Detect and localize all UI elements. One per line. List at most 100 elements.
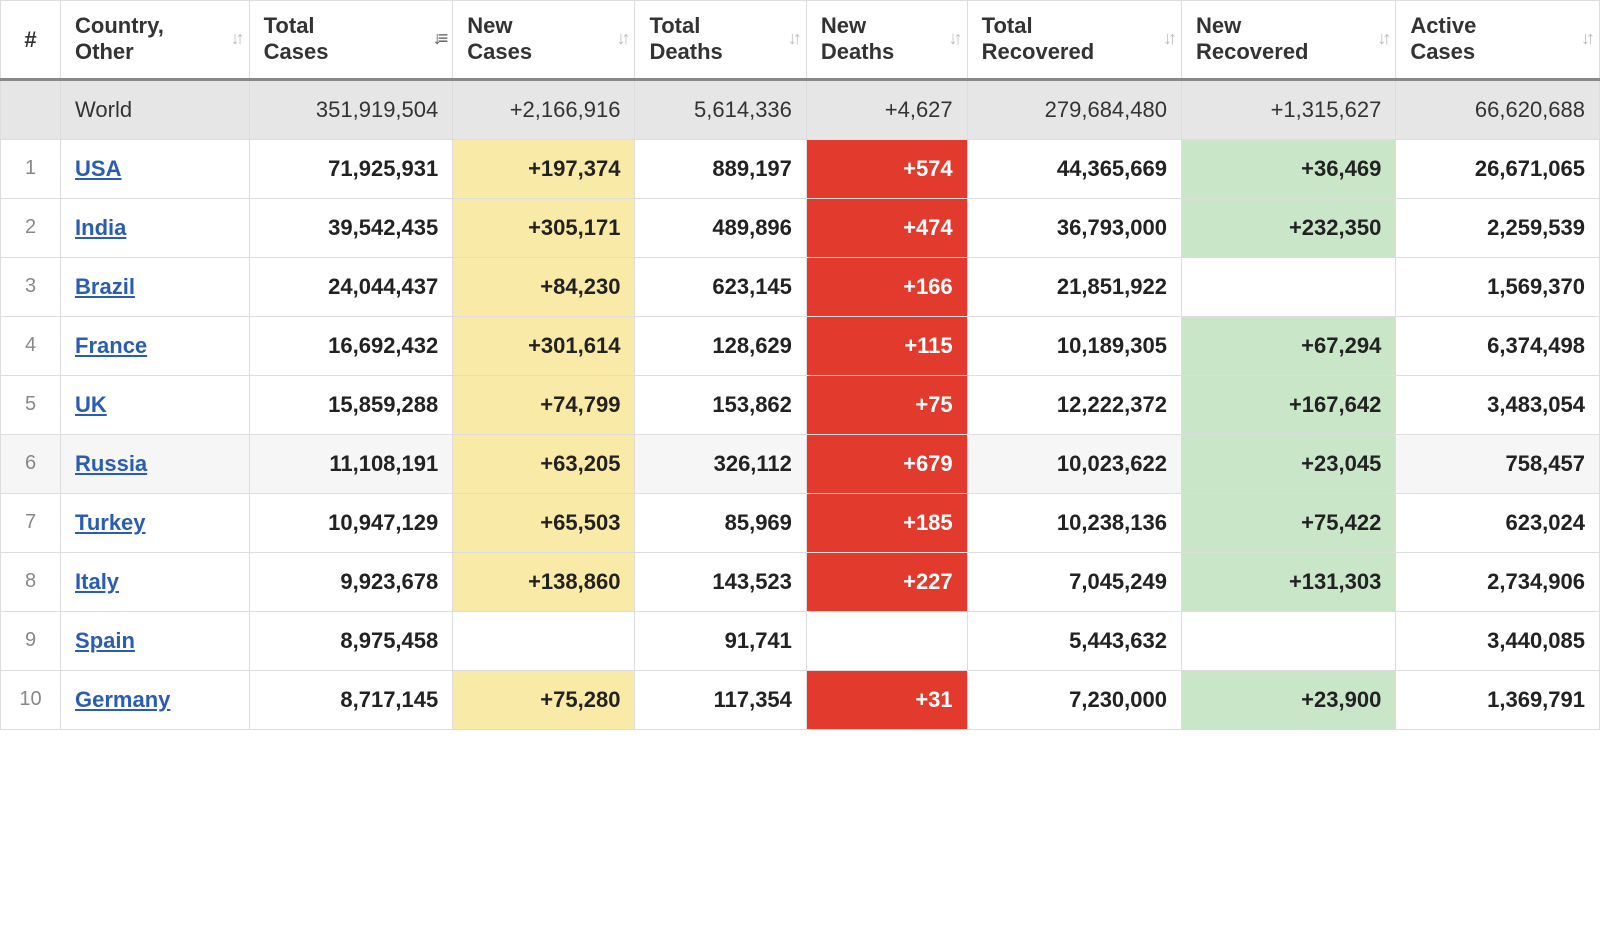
table-row: 6Russia11,108,191+63,205326,112+67910,02… bbox=[1, 434, 1600, 493]
sort-desc-icon: ↓≡ bbox=[433, 29, 445, 51]
column-header-new_deaths[interactable]: NewDeaths ↓↑ bbox=[806, 1, 967, 80]
table-header-row: #Country,Other↓↑TotalCases↓≡NewCases↓↑To… bbox=[1, 1, 1600, 80]
country-link[interactable]: France bbox=[75, 333, 147, 358]
column-header-label: Country,Other bbox=[75, 13, 164, 66]
cell-new_cases: +197,374 bbox=[453, 139, 635, 198]
cell-new_recovered: +23,045 bbox=[1181, 434, 1395, 493]
country-link[interactable]: Spain bbox=[75, 628, 135, 653]
cell-new_recovered bbox=[1181, 611, 1395, 670]
country-link[interactable]: UK bbox=[75, 392, 107, 417]
cell-new_deaths: +115 bbox=[806, 316, 967, 375]
world-summary-row: World351,919,504+2,166,9165,614,336+4,62… bbox=[1, 79, 1600, 139]
cell-active_cases: 1,569,370 bbox=[1396, 257, 1600, 316]
cell-new_recovered: +36,469 bbox=[1181, 139, 1395, 198]
column-header-label: NewRecovered bbox=[1196, 13, 1309, 66]
cell-active_cases: 26,671,065 bbox=[1396, 139, 1600, 198]
cell-total_deaths: 326,112 bbox=[635, 434, 806, 493]
column-header-label: TotalRecovered bbox=[982, 13, 1095, 66]
cell-new_cases bbox=[453, 611, 635, 670]
cell-new_cases: +84,230 bbox=[453, 257, 635, 316]
cell-rank: 6 bbox=[1, 434, 61, 493]
country-link[interactable]: Russia bbox=[75, 451, 147, 476]
table-row: 7Turkey10,947,129+65,50385,969+18510,238… bbox=[1, 493, 1600, 552]
cell-total_recovered: 10,238,136 bbox=[967, 493, 1181, 552]
cell-country: India bbox=[61, 198, 250, 257]
country-link[interactable]: Turkey bbox=[75, 510, 146, 535]
sort-icon: ↓↑ bbox=[1581, 29, 1591, 51]
table-row: 5UK15,859,288+74,799153,862+7512,222,372… bbox=[1, 375, 1600, 434]
cell-total_recovered: 21,851,922 bbox=[967, 257, 1181, 316]
cell-active_cases: 623,024 bbox=[1396, 493, 1600, 552]
cell-total_deaths: 128,629 bbox=[635, 316, 806, 375]
country-link[interactable]: USA bbox=[75, 156, 121, 181]
cell-country: UK bbox=[61, 375, 250, 434]
column-header-new_recovered[interactable]: NewRecovered↓↑ bbox=[1181, 1, 1395, 80]
cell-total_cases: 24,044,437 bbox=[249, 257, 453, 316]
column-header-active_cases[interactable]: ActiveCases↓↑ bbox=[1396, 1, 1600, 80]
sort-icon: ↓↑ bbox=[949, 29, 959, 51]
cell-new_recovered: +23,900 bbox=[1181, 670, 1395, 729]
cell-new_recovered: +167,642 bbox=[1181, 375, 1395, 434]
cell-new_deaths: +574 bbox=[806, 139, 967, 198]
column-header-total_cases[interactable]: TotalCases ↓≡ bbox=[249, 1, 453, 80]
cell-new_recovered: +131,303 bbox=[1181, 552, 1395, 611]
cell-new_deaths: +227 bbox=[806, 552, 967, 611]
cell-new_cases: +65,503 bbox=[453, 493, 635, 552]
cell-total_deaths: 623,145 bbox=[635, 257, 806, 316]
country-link[interactable]: Germany bbox=[75, 687, 170, 712]
cell-new_deaths: +474 bbox=[806, 198, 967, 257]
column-header-label: NewDeaths bbox=[821, 13, 894, 66]
country-link[interactable]: Brazil bbox=[75, 274, 135, 299]
table-row: 2India39,542,435+305,171489,896+47436,79… bbox=[1, 198, 1600, 257]
country-link[interactable]: Italy bbox=[75, 569, 119, 594]
column-header-new_cases[interactable]: NewCases↓↑ bbox=[453, 1, 635, 80]
cell-total_recovered: 5,443,632 bbox=[967, 611, 1181, 670]
cell-new_cases: +2,166,916 bbox=[453, 79, 635, 139]
country-link[interactable]: India bbox=[75, 215, 126, 240]
cell-new_deaths: +679 bbox=[806, 434, 967, 493]
column-header-country[interactable]: Country,Other↓↑ bbox=[61, 1, 250, 80]
sort-icon: ↓↑ bbox=[1163, 29, 1173, 51]
cell-country: USA bbox=[61, 139, 250, 198]
column-header-label: TotalCases bbox=[264, 13, 329, 66]
column-header-total_deaths[interactable]: TotalDeaths↓↑ bbox=[635, 1, 806, 80]
cell-new_recovered: +67,294 bbox=[1181, 316, 1395, 375]
cell-total_deaths: 5,614,336 bbox=[635, 79, 806, 139]
cell-rank: 2 bbox=[1, 198, 61, 257]
cell-new_recovered: +75,422 bbox=[1181, 493, 1395, 552]
cell-rank: 1 bbox=[1, 139, 61, 198]
cell-total_cases: 71,925,931 bbox=[249, 139, 453, 198]
column-header-label: TotalDeaths bbox=[649, 13, 722, 66]
cell-total_cases: 16,692,432 bbox=[249, 316, 453, 375]
cell-total_cases: 8,717,145 bbox=[249, 670, 453, 729]
table-row: 1USA71,925,931+197,374889,197+57444,365,… bbox=[1, 139, 1600, 198]
cell-total_recovered: 279,684,480 bbox=[967, 79, 1181, 139]
cell-total_recovered: 44,365,669 bbox=[967, 139, 1181, 198]
cell-country: Italy bbox=[61, 552, 250, 611]
cell-total_deaths: 117,354 bbox=[635, 670, 806, 729]
cell-total_deaths: 91,741 bbox=[635, 611, 806, 670]
column-header-total_recovered[interactable]: TotalRecovered ↓↑ bbox=[967, 1, 1181, 80]
cell-country: World bbox=[61, 79, 250, 139]
cell-new_deaths: +31 bbox=[806, 670, 967, 729]
cell-total_cases: 11,108,191 bbox=[249, 434, 453, 493]
table-body: World351,919,504+2,166,9165,614,336+4,62… bbox=[1, 79, 1600, 729]
cell-new_cases: +305,171 bbox=[453, 198, 635, 257]
cell-active_cases: 2,734,906 bbox=[1396, 552, 1600, 611]
cell-total_recovered: 36,793,000 bbox=[967, 198, 1181, 257]
table-row: 10Germany8,717,145+75,280117,354+317,230… bbox=[1, 670, 1600, 729]
cell-country: Spain bbox=[61, 611, 250, 670]
cell-country: Germany bbox=[61, 670, 250, 729]
cell-active_cases: 2,259,539 bbox=[1396, 198, 1600, 257]
cell-new_cases: +75,280 bbox=[453, 670, 635, 729]
cell-country: Brazil bbox=[61, 257, 250, 316]
cell-new_deaths: +75 bbox=[806, 375, 967, 434]
cell-new_cases: +301,614 bbox=[453, 316, 635, 375]
cell-total_deaths: 489,896 bbox=[635, 198, 806, 257]
cell-new_deaths: +185 bbox=[806, 493, 967, 552]
cell-total_recovered: 7,045,249 bbox=[967, 552, 1181, 611]
column-header-label: # bbox=[24, 27, 36, 53]
cell-new_recovered: +232,350 bbox=[1181, 198, 1395, 257]
cell-active_cases: 1,369,791 bbox=[1396, 670, 1600, 729]
cell-total_deaths: 143,523 bbox=[635, 552, 806, 611]
